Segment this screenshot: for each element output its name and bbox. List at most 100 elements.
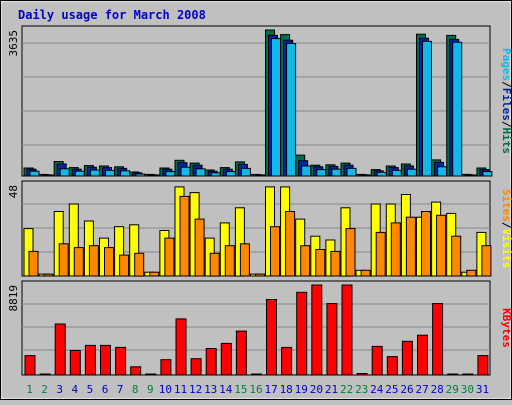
bar-kbytes-day-20 (311, 284, 323, 376)
panel-visits-sites: 48 Sites/Visits (7, 180, 512, 277)
bar-sites-day-26 (405, 216, 416, 277)
chart-title: Daily usage for March 2008 (18, 8, 206, 22)
bar-pages-day-10 (165, 171, 176, 177)
side-legend-part-hits-files-pages-2: Files (500, 88, 512, 121)
bar-sites-day-13 (209, 252, 220, 277)
side-legend-part-hits-files-pages-4: Hits (500, 128, 512, 155)
bar-kbytes-day-13 (205, 348, 217, 376)
bar-pages-day-13 (210, 172, 221, 177)
x-tick-label-22: 22 (340, 383, 353, 396)
x-tick-label-19: 19 (295, 383, 308, 396)
bar-kbytes-day-7 (115, 346, 127, 376)
x-tick-label-21: 21 (325, 383, 338, 396)
bar-sites-day-22 (345, 228, 356, 277)
bar-sites-day-15 (239, 243, 250, 277)
bar-sites-day-17 (270, 226, 280, 277)
bar-pages-day-28 (437, 166, 448, 177)
bar-kbytes-day-4 (69, 350, 81, 376)
bar-pages-day-11 (180, 166, 191, 177)
bar-kbytes-day-26 (401, 340, 413, 376)
y-max-label-hits-files-pages: 3635 (7, 30, 20, 57)
bar-kbytes-day-16 (251, 373, 262, 376)
x-tick-label-30: 30 (461, 383, 474, 396)
bar-sites-day-24 (375, 231, 386, 277)
side-legend-part-visits-sites-1: / (500, 222, 512, 229)
bar-pages-day-29 (452, 41, 463, 177)
x-tick-label-23: 23 (355, 383, 368, 396)
x-tick-label-4: 4 (71, 383, 78, 396)
bar-sites-day-27 (421, 211, 431, 277)
x-tick-label-2: 2 (41, 383, 48, 396)
bar-kbytes-day-23 (356, 373, 368, 376)
bar-sites-day-9 (149, 271, 160, 277)
bar-pages-day-26 (406, 168, 417, 177)
bar-pages-day-7 (120, 170, 131, 177)
bar-kbytes-day-31 (477, 355, 489, 376)
bar-sites-day-31 (481, 245, 492, 277)
bar-pages-day-18 (286, 43, 297, 177)
bar-sites-day-25 (390, 222, 401, 277)
bar-kbytes-day-30 (462, 373, 474, 376)
x-tick-label-25: 25 (385, 383, 398, 396)
bar-kbytes-day-24 (371, 345, 383, 376)
side-legend-part-hits-files-pages-0: Pages (500, 48, 512, 81)
bar-pages-day-17 (271, 38, 281, 177)
bar-sites-day-20 (315, 249, 326, 277)
bar-pages-day-12 (195, 168, 206, 177)
bar-sites-day-21 (330, 250, 341, 277)
bar-pages-day-21 (331, 168, 342, 177)
plot-area-hits-files-pages (21, 25, 491, 177)
x-tick-label-10: 10 (159, 383, 172, 396)
x-tick-label-5: 5 (87, 383, 94, 396)
x-axis-labels: 1 2 3 4 5 6 7 8 9 10 11 12 13 14 15 16 17 18 19 20 21 22 23 24 2… (26, 383, 489, 396)
bar-pages-day-2 (44, 174, 55, 177)
bar-kbytes-day-12 (190, 358, 202, 376)
bar-pages-day-3 (59, 168, 70, 177)
bar-kbytes-day-25 (386, 356, 398, 376)
bar-kbytes-day-29 (447, 373, 459, 376)
bar-kbytes-day-27 (417, 334, 428, 376)
bar-sites-day-10 (164, 237, 175, 277)
bar-pages-day-20 (316, 169, 327, 177)
bar-sites-day-11 (179, 195, 190, 277)
bar-kbytes-day-6 (100, 344, 111, 376)
bar-sites-day-18 (285, 211, 296, 277)
bar-kbytes-day-2 (39, 373, 51, 376)
side-legend-part-visits-sites-2: Visits (500, 229, 512, 269)
x-tick-label-15: 15 (234, 383, 247, 396)
x-tick-label-29: 29 (446, 383, 459, 396)
x-tick-label-27: 27 (415, 383, 428, 396)
x-tick-label-28: 28 (431, 383, 444, 396)
bar-sites-day-14 (224, 245, 235, 277)
bar-pages-day-6 (105, 169, 115, 177)
side-legend-part-kbytes-0: KBytes (500, 308, 512, 348)
side-legend-visits-sites: Sites/Visits (500, 189, 512, 269)
bar-sites-day-7 (119, 254, 130, 277)
bar-sites-day-8 (134, 252, 145, 277)
bar-sites-day-3 (58, 243, 69, 277)
panel-kbytes: 8819 KBytes (7, 280, 512, 376)
bar-pages-day-5 (89, 169, 100, 177)
x-tick-label-31: 31 (476, 383, 489, 396)
x-tick-label-8: 8 (132, 383, 139, 396)
bar-kbytes-day-3 (54, 323, 66, 376)
x-tick-label-16: 16 (249, 383, 262, 396)
bar-sites-day-28 (436, 214, 447, 277)
bar-kbytes-day-1 (24, 355, 36, 376)
bar-kbytes-day-22 (341, 284, 353, 376)
bar-sites-day-29 (451, 235, 462, 277)
bar-sites-day-2 (43, 273, 54, 277)
x-tick-label-12: 12 (189, 383, 202, 396)
bar-sites-day-30 (466, 269, 477, 277)
bar-sites-day-16 (255, 273, 265, 277)
bar-pages-day-9 (150, 174, 161, 177)
bar-kbytes-day-19 (296, 291, 308, 376)
bar-pages-day-25 (391, 169, 402, 177)
x-tick-label-1: 1 (26, 383, 33, 396)
bar-kbytes-day-8 (130, 366, 142, 376)
bar-kbytes-day-21 (326, 303, 338, 376)
x-tick-label-26: 26 (400, 383, 413, 396)
